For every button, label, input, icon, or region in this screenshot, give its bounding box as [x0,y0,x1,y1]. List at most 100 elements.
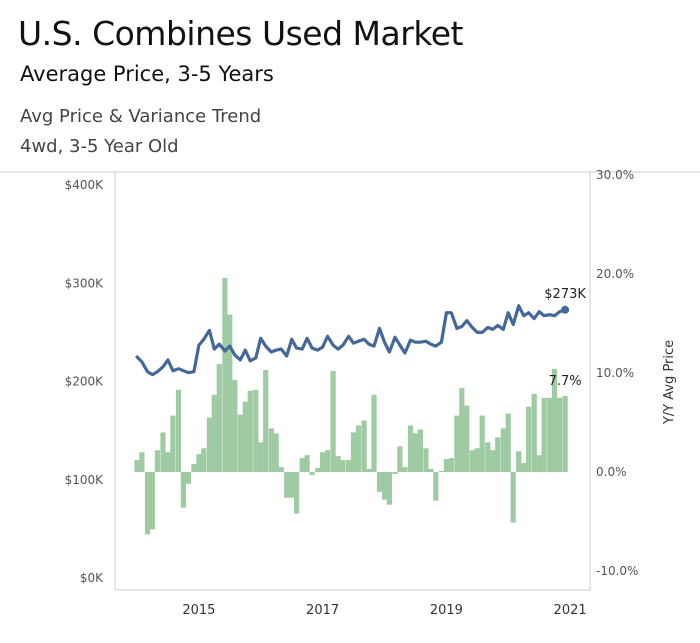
bar [284,472,290,498]
bar [381,472,388,500]
bar [350,432,357,472]
bar [242,401,248,472]
bar [289,472,295,498]
bar [237,414,243,472]
bar [170,415,176,472]
bar [294,472,300,514]
bar [464,405,470,472]
bar [196,454,202,472]
bar [273,433,279,472]
bar [412,433,418,472]
bar [505,413,511,472]
bar [346,460,352,472]
bar [355,425,362,472]
bar [253,389,259,472]
bar [386,472,392,505]
bar [557,397,563,473]
page-subtitle: Average Price, 3-5 Years [20,62,274,86]
bar [443,459,449,472]
right-tick-label: 0.0% [596,465,627,479]
x-tick-label: 2021 [554,603,587,618]
left-tick-label: $200K [65,375,105,389]
bar [134,460,140,472]
bar [139,452,145,472]
left-tick-label: $400K [65,178,105,192]
bar [417,429,423,472]
bar [201,448,207,472]
x-tick-label: 2019 [430,603,463,618]
bar [206,417,212,472]
bar [211,394,217,472]
bar [263,370,269,472]
bar [299,458,305,472]
bar [376,472,383,492]
bar [454,415,460,472]
variance-annotation: 7.7% [549,374,582,389]
bar [320,452,326,472]
bar [490,450,496,472]
chart-title: Avg Price & Variance Trend [20,106,262,127]
chart-subtitle: 4wd, 3-5 Year Old [20,136,179,157]
bar [247,390,253,472]
bar [361,420,367,472]
bar [309,472,315,475]
bar [536,455,542,472]
bar [448,458,454,472]
bar [428,469,434,472]
avg-price-series-line [135,304,567,377]
bar [335,456,341,472]
bar [227,314,233,472]
bar [407,425,414,472]
page-title: U.S. Combines Used Market [18,14,464,53]
bar [165,452,171,472]
bar [474,448,480,472]
bar [516,451,522,472]
bar [531,393,537,472]
bar [495,437,501,472]
bar [185,472,191,484]
bar [149,472,156,530]
right-tick-label: 20.0% [596,267,634,281]
bar [278,467,284,472]
axis-ticks: $0K $100K $200K $300K $400K -10.0% 0.0% 10.0% 20… [65,168,677,618]
bar [175,389,182,472]
bar [392,472,398,474]
left-tick-label: $0K [80,571,104,585]
right-tick-label: -10.0% [596,564,638,578]
bar [397,446,403,472]
bar [216,364,222,472]
bar [485,442,491,472]
annotations: $273K 7.7% [544,287,586,389]
bar [371,394,377,472]
bar [304,455,310,472]
bar [459,387,465,472]
bar [469,450,475,472]
price-annotation: $273K [544,287,586,302]
right-tick-label: 30.0% [596,168,634,182]
bar [547,397,553,473]
bar [423,448,429,472]
bar [232,379,238,472]
chart-frame [0,171,700,591]
last-point-marker [561,305,570,314]
bar [541,397,547,473]
bar [552,369,558,472]
right-tick-label: 10.0% [596,366,634,380]
bar [526,406,532,472]
bar [330,371,336,472]
bar [258,442,264,472]
bar [154,450,160,472]
avg-price-line [135,304,570,377]
bar [510,472,516,523]
bar [340,460,346,472]
x-tick-label: 2015 [182,603,215,618]
bar [438,471,444,472]
bar [222,278,228,472]
bar [366,469,372,472]
bar [479,415,485,472]
bar [315,468,321,472]
bar [325,450,331,472]
bar [191,464,197,472]
bar [180,472,186,508]
